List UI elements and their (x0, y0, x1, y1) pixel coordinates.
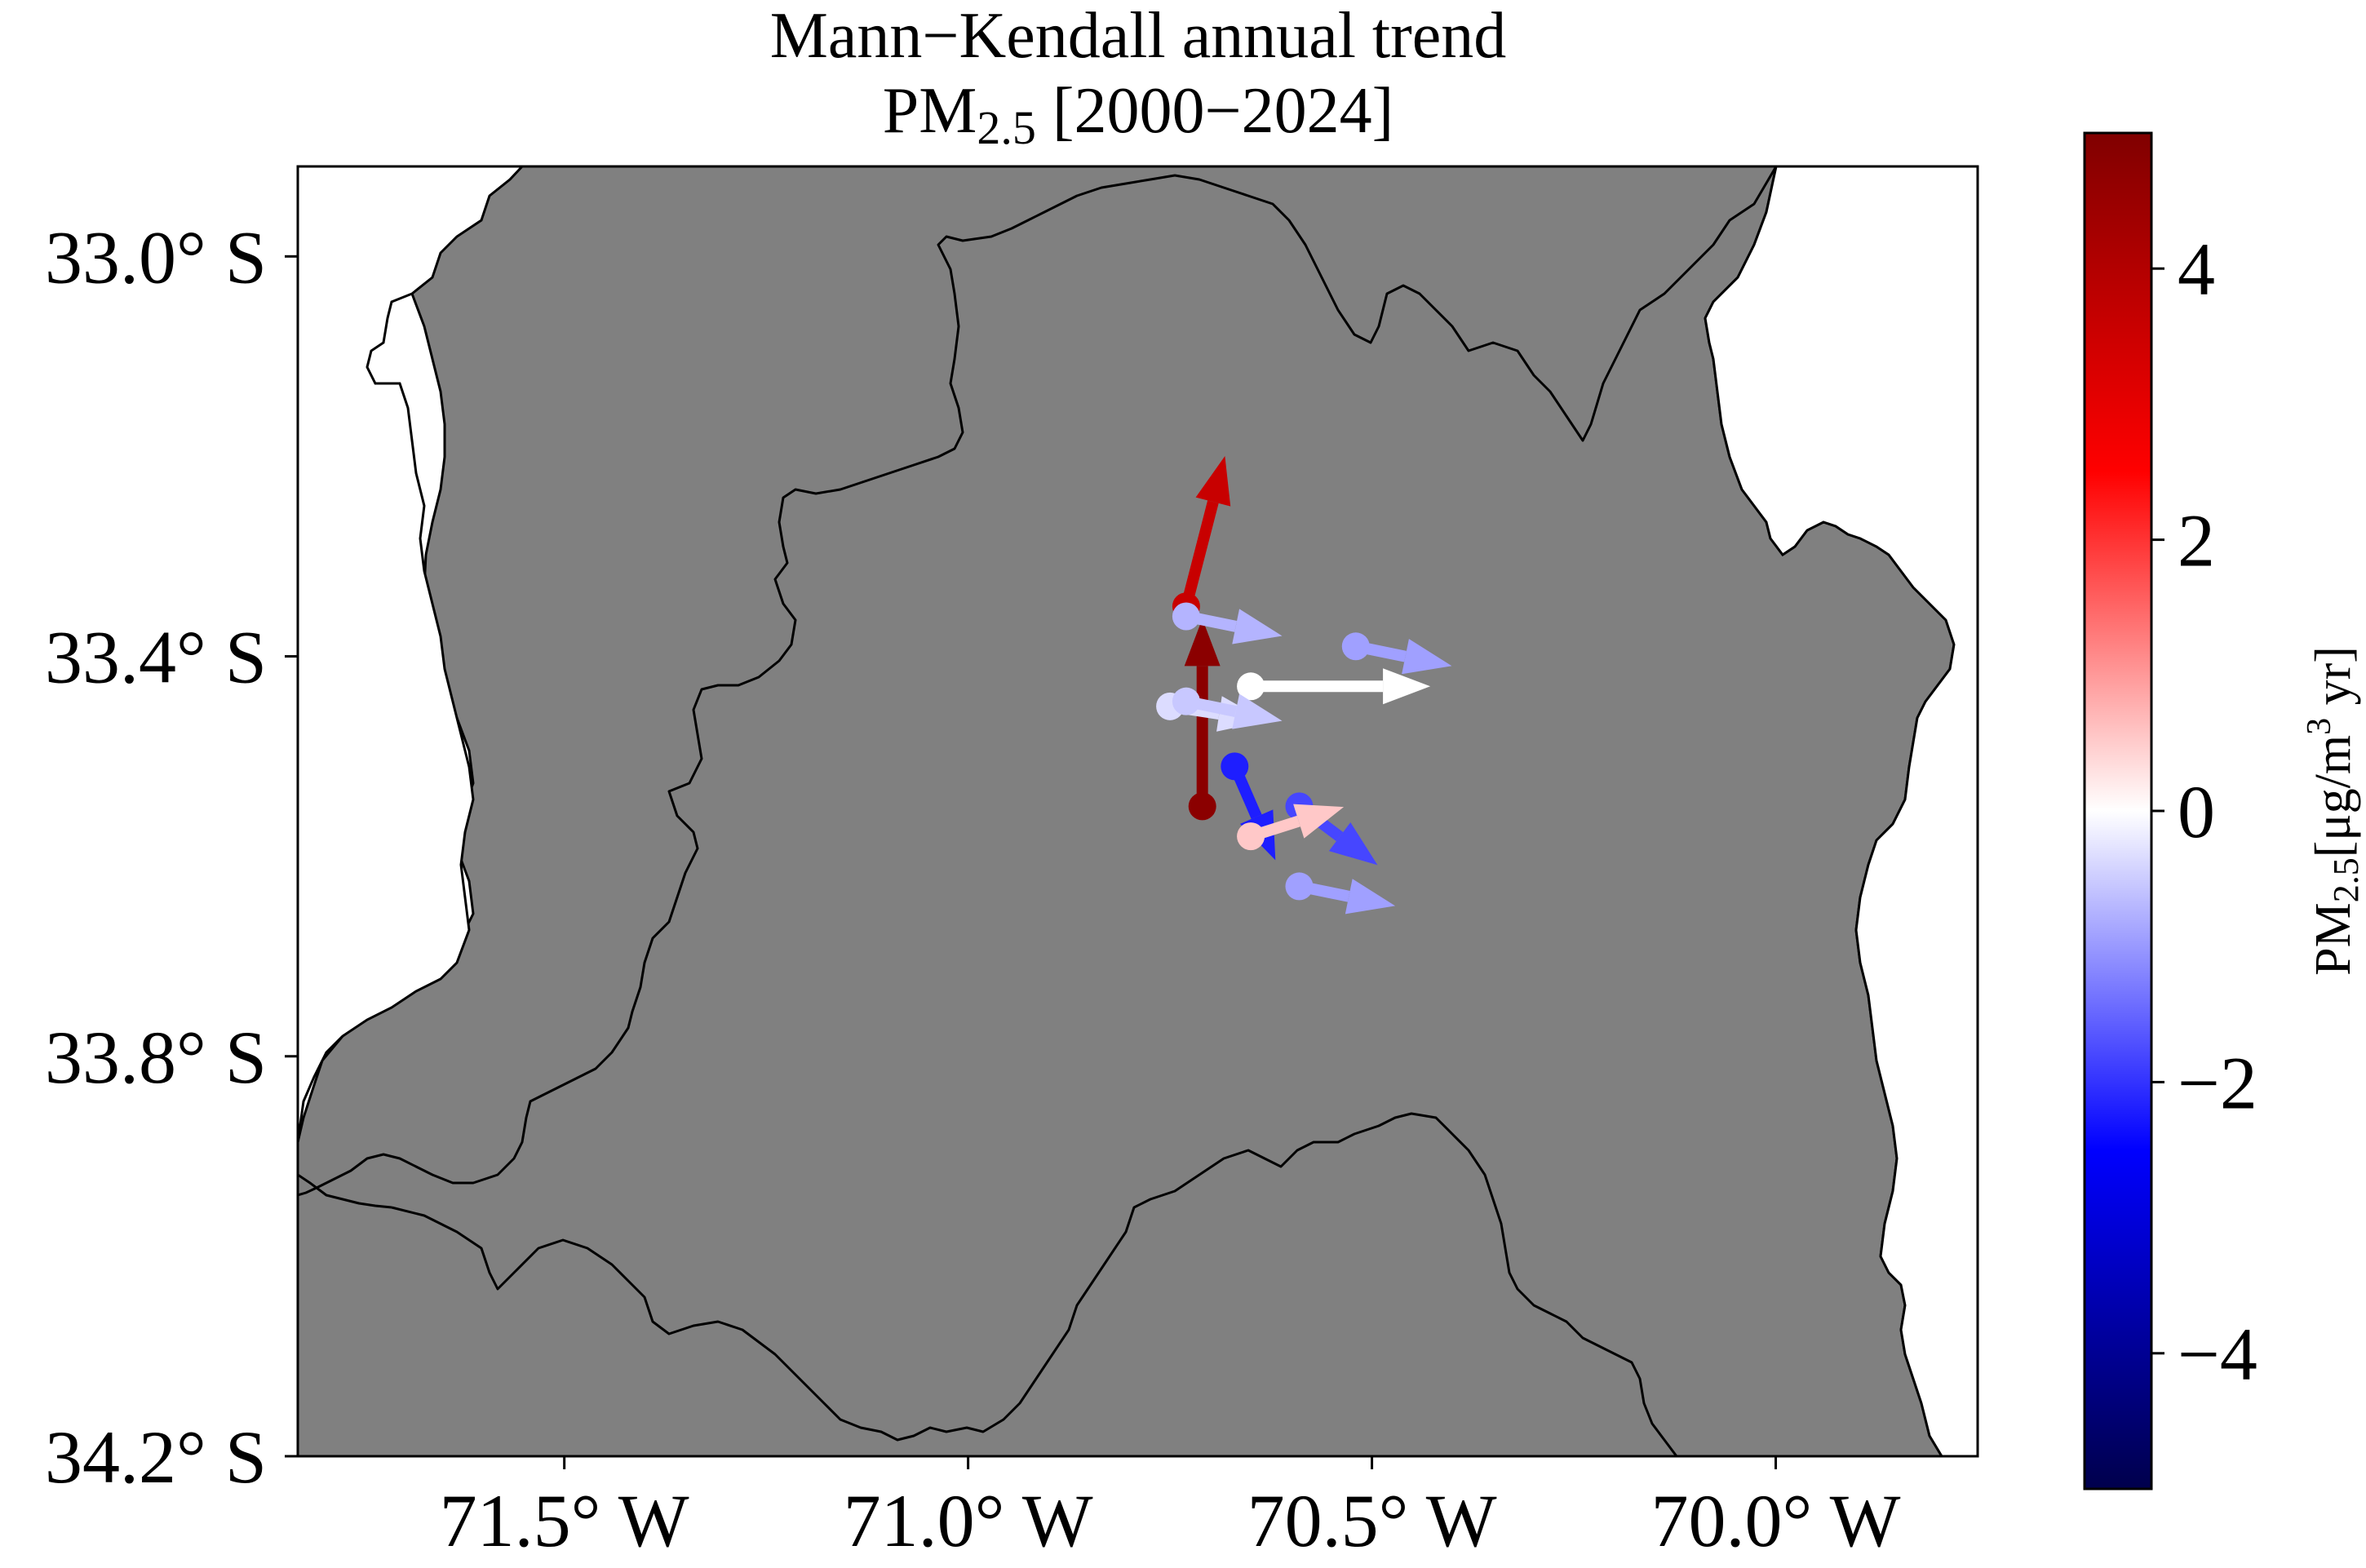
y-tick-label: 33.4° S (45, 616, 267, 699)
coastline (298, 166, 524, 1143)
y-tick-label: 33.8° S (45, 1016, 267, 1099)
y-tick-label: 34.2° S (45, 1415, 267, 1499)
arrow-head (1328, 822, 1378, 866)
arrow-head (1232, 609, 1283, 644)
map-area (298, 166, 1978, 1456)
subtitle-pm: PM (883, 75, 977, 147)
subtitle-range: [2000−2024] (1036, 75, 1393, 147)
colorbar-label-sup: 3 (2301, 718, 2338, 735)
station-marker (1285, 872, 1314, 901)
chart-title: Mann−Kendall annual trend (770, 0, 1507, 72)
chart-subtitle: PM2.5 [2000−2024] (883, 75, 1394, 154)
trend-arrows (1156, 455, 1452, 915)
station-marker (1172, 687, 1200, 715)
trend-arrow (1285, 872, 1396, 915)
colorbar-tick-label: 2 (2178, 499, 2215, 582)
x-axis: 71.5° W 71.0° W 70.5° W 70.0° W (440, 1456, 1901, 1562)
trend-arrow (1184, 618, 1221, 821)
trend-arrow (1172, 687, 1283, 729)
station-marker (1221, 752, 1249, 781)
northeast-outside (1705, 166, 1978, 1456)
colorbar (2083, 131, 2153, 1490)
region-boundary-south (391, 1112, 1678, 1456)
colorbar-label: PM2.5[μg/m3 yr] (2301, 646, 2366, 976)
colorbar-label-unit: [μg/m (2306, 735, 2361, 857)
arrow-head (1184, 618, 1221, 667)
arrow-head (1195, 455, 1231, 507)
colorbar-tick-label: 4 (2178, 228, 2215, 311)
colorbar-label-suffix: yr] (2306, 646, 2361, 718)
station-marker (1341, 632, 1370, 661)
arrow-shaft (1181, 500, 1219, 609)
trend-arrow (1172, 602, 1283, 644)
colorbar-label-sub: 2.5 (2326, 857, 2366, 902)
y-tick-label: 33.0° S (45, 215, 267, 299)
trend-arrow (1221, 752, 1276, 861)
colorbar-label-pm: PM (2306, 902, 2361, 976)
station-marker (1188, 792, 1216, 821)
northwest-coast (298, 166, 522, 1142)
x-tick-label: 71.5° W (440, 1479, 689, 1562)
colorbar-tick-label: 0 (2178, 770, 2215, 853)
colorbar-ticks: 4 2 0 −2 −4 (2151, 228, 2257, 1396)
region-boundary-metropolitana (298, 166, 1778, 1197)
arrow-head (1345, 879, 1396, 915)
arrow-head (1293, 804, 1345, 839)
x-tick-label: 70.5° W (1247, 1479, 1497, 1562)
station-marker (1172, 602, 1200, 631)
station-marker (1237, 672, 1265, 701)
trend-arrow (1237, 668, 1431, 705)
arrow-head (1402, 639, 1452, 675)
colorbar-tick-label: −4 (2178, 1313, 2257, 1396)
trend-arrow (1237, 804, 1345, 851)
region-boundary-southwest (298, 1173, 392, 1209)
land-region (298, 166, 1956, 1456)
colorbar-tick-label: −2 (2178, 1041, 2257, 1124)
northeast-boundary (1704, 166, 1956, 1456)
y-axis: 33.0° S 33.4° S 33.8° S 34.2° S (45, 215, 298, 1499)
x-tick-label: 70.0° W (1651, 1479, 1901, 1562)
subtitle-sub: 2.5 (977, 101, 1036, 154)
trend-arrow (1341, 632, 1452, 675)
arrow-head (1232, 693, 1283, 729)
arrow-head (1383, 668, 1431, 705)
x-tick-label: 71.0° W (844, 1479, 1093, 1562)
map-frame (296, 165, 1979, 1458)
station-marker (1237, 822, 1265, 851)
